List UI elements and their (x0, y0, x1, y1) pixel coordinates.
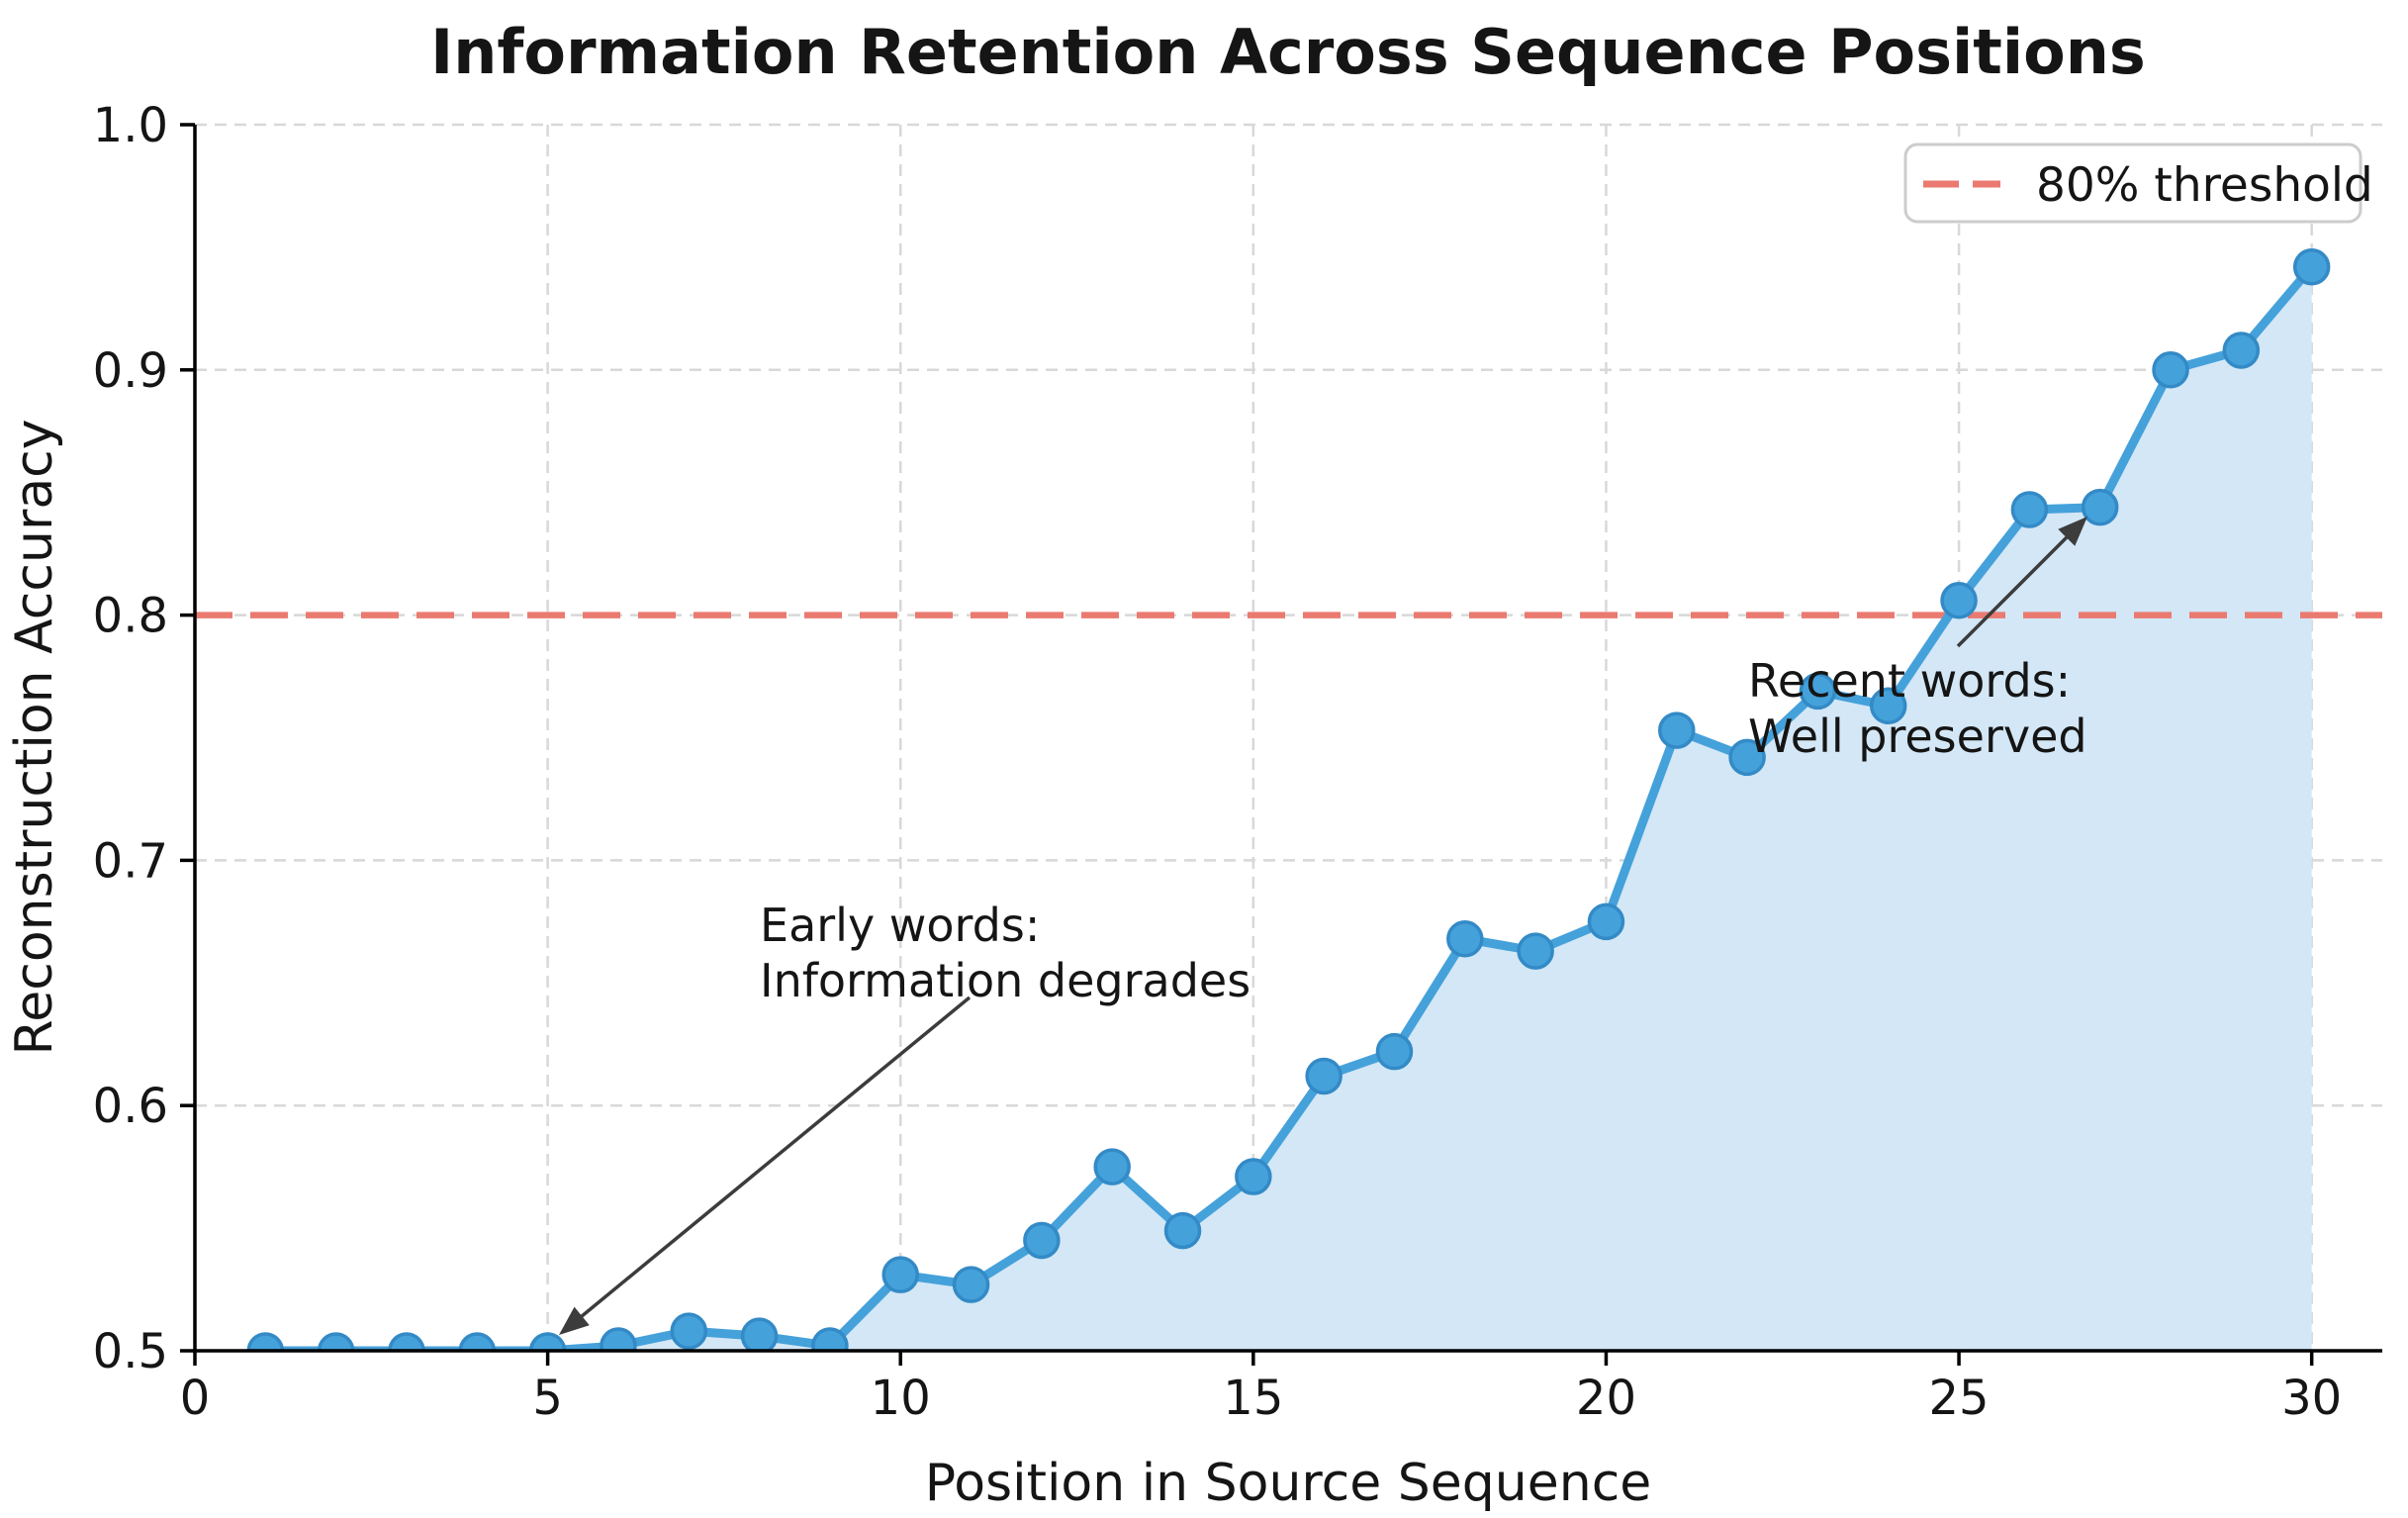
data-point (1587, 902, 1625, 941)
y-tick-label: 0.7 (93, 833, 168, 889)
data-point (317, 1332, 355, 1351)
data-point (1375, 1032, 1414, 1071)
data-point (1305, 1057, 1343, 1095)
y-tick-label: 0.9 (93, 343, 168, 399)
x-tick-label: 25 (1929, 1371, 1990, 1426)
annotation: Early words:Information degrades (559, 899, 1250, 1335)
y-tick-label: 0.8 (93, 589, 168, 644)
data-point (600, 1327, 637, 1351)
data-points-layer (246, 247, 2331, 1351)
data-point (1093, 1148, 1131, 1186)
annotation-arrow-head (2058, 517, 2087, 546)
x-tick-label: 10 (871, 1371, 931, 1426)
annotation-arrow-shaft (1956, 533, 2071, 648)
chart-title: Information Retention Across Sequence Po… (430, 16, 2146, 88)
data-point (388, 1332, 425, 1351)
x-tick-label: 15 (1223, 1371, 1283, 1426)
annotation-arrow-shaft (577, 996, 972, 1320)
data-point (1517, 932, 1554, 970)
data-point (881, 1256, 919, 1293)
annotation-arrow-head (559, 1306, 590, 1335)
annotation-text: Well preserved (1748, 710, 2087, 763)
data-point (1940, 581, 1978, 619)
data-point (2010, 491, 2049, 528)
data-point (1869, 687, 1907, 725)
y-tick-label: 0.5 (93, 1324, 168, 1379)
x-tick-label: 30 (2281, 1371, 2342, 1426)
annotation-text: Early words: (760, 899, 1040, 952)
data-point (740, 1317, 779, 1351)
legend: 80% threshold (1903, 142, 2373, 224)
data-point (2222, 332, 2261, 369)
y-tick-label: 1.0 (93, 98, 168, 153)
data-point (1799, 672, 1837, 711)
annotation-text: Information degrades (760, 954, 1250, 1007)
data-point (1446, 919, 1484, 958)
data-point (246, 1332, 285, 1351)
data-point (952, 1266, 990, 1303)
data-point (1235, 1158, 1272, 1195)
data-point (2081, 488, 2119, 526)
data-point (1163, 1211, 1202, 1250)
data-point (1658, 712, 1696, 749)
legend-box (1903, 142, 2362, 224)
x-tick-label: 5 (532, 1371, 563, 1426)
data-point (1728, 738, 1766, 777)
data-point (670, 1312, 708, 1350)
area-fill (265, 266, 2312, 1351)
annotation: Recent words:Well preserved (1748, 517, 2087, 763)
x-axis-label: Position in Source Sequence (925, 1454, 1652, 1513)
data-point (2292, 247, 2331, 286)
data-point (1023, 1221, 1061, 1260)
y-tick-label: 0.6 (93, 1079, 168, 1134)
tick-labels-layer: 0 5 10 15 20 25 30 0.5 0.6 0.7 0.8 0.9 1.0 (93, 98, 2343, 1426)
x-tick-label: 20 (1576, 1371, 1636, 1426)
area-fill-layer (265, 266, 2312, 1351)
data-point (458, 1332, 497, 1351)
y-axis-label: Reconstruction Accuracy (5, 419, 64, 1055)
data-point (528, 1332, 567, 1351)
annotation-text: Recent words: (1748, 654, 2071, 708)
data-point (2152, 351, 2189, 389)
legend-label: 80% threshold (2036, 158, 2373, 213)
axes-layer (180, 123, 2382, 1366)
data-point (811, 1327, 849, 1351)
x-tick-label: 0 (180, 1371, 211, 1426)
annotations-layer: Early words:Information degrades Recent w… (559, 517, 2087, 1335)
